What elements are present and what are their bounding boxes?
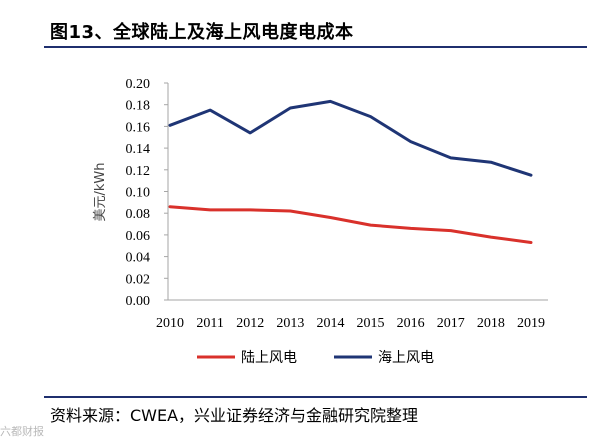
x-tick-label: 2011 [196,316,223,331]
chart-legend: 陆上风电 海上风电 [197,350,434,366]
y-tick-label: 0.02 [126,272,151,287]
y-tick-label: 0.06 [126,229,151,244]
y-tick-label: 0.08 [126,207,151,222]
legend-label-0: 陆上风电 [241,350,297,366]
x-tick-label: 2014 [316,316,344,331]
x-tick-label: 2016 [397,316,425,331]
x-tick-label: 2012 [236,316,264,331]
y-tick-label: 0.04 [126,251,151,266]
series-lines [168,99,533,244]
y-tick-label: 0.18 [126,99,151,114]
y-tick-label: 0.16 [126,120,151,135]
y-tick-labels: 0.00 0.02 0.04 0.06 0.08 0.10 0.12 0.14 0.16 0.18… [126,77,151,309]
y-tick-label: 0.10 [126,186,151,201]
x-tick-label: 2018 [477,316,505,331]
footer-divider [44,396,587,398]
y-axis-label: 美元/kWh [93,162,108,221]
source-note: 资料来源：CWEA，兴业证券经济与金融研究院整理 [50,406,419,425]
x-tick-labels: 2010 2011 2012 2013 2014 2015 2016 2017 2018 2019 [156,316,545,331]
x-tick-label: 2019 [517,316,545,331]
series-line-1 [168,99,533,177]
y-tick-label: 0.20 [126,77,151,92]
chart-title: 图13、全球陆上及海上风电度电成本 [50,22,354,43]
x-tick-label: 2017 [437,316,465,331]
y-tick-label: 0.00 [126,294,151,309]
legend-label-1: 海上风电 [378,350,434,366]
x-tick-label: 2015 [357,316,385,331]
x-tick-label: 2013 [276,316,304,331]
y-tick-label: 0.14 [126,142,151,157]
series-line-0 [168,205,533,244]
watermark: 六都财报 [0,425,44,438]
chart-axes [164,82,548,301]
y-tick-label: 0.12 [126,164,151,179]
x-tick-label: 2010 [156,316,184,331]
title-divider [44,46,587,48]
